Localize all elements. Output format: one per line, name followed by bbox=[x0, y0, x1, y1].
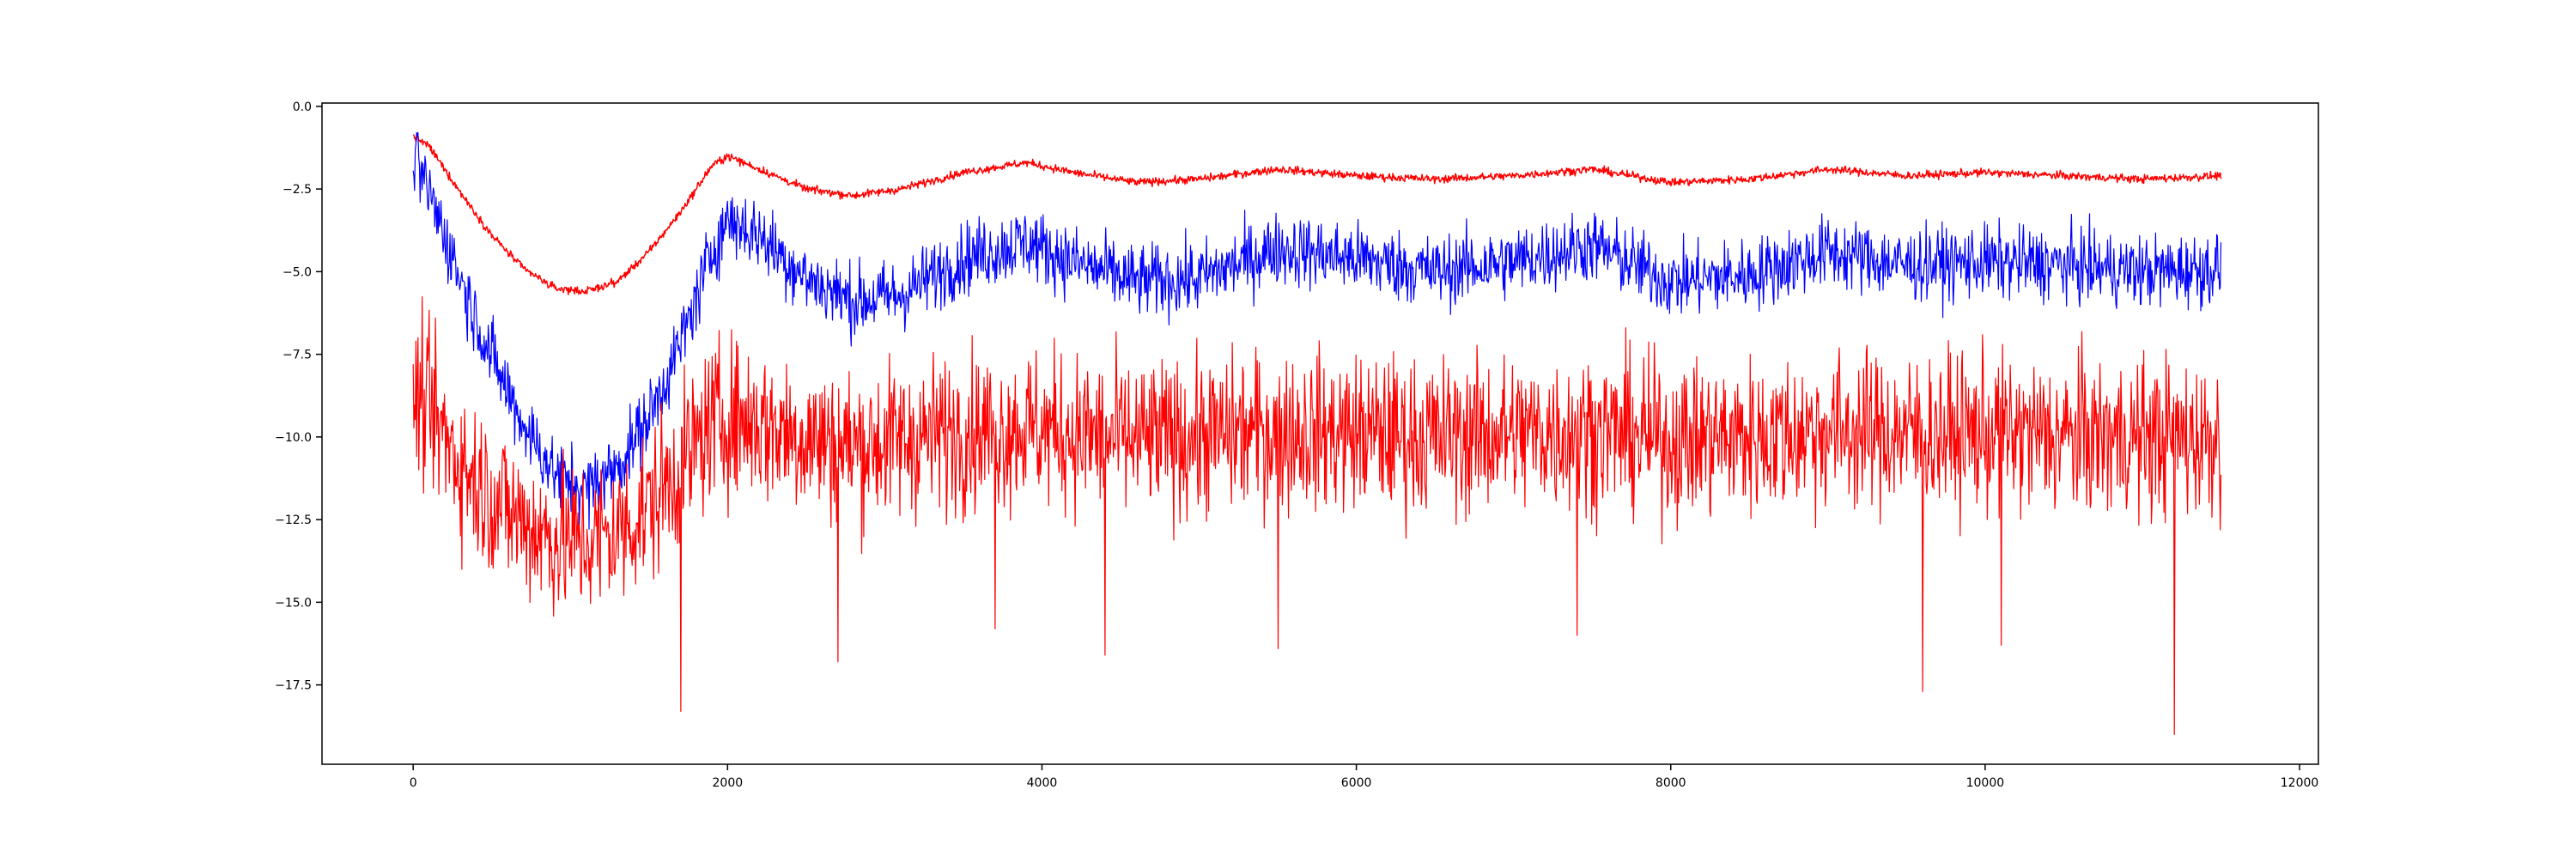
x-tick-label: 6000 bbox=[1341, 776, 1372, 790]
y-tick-label: −15.0 bbox=[275, 596, 312, 610]
y-tick-label: −10.0 bbox=[275, 431, 312, 445]
x-tick-label: 0 bbox=[410, 776, 417, 790]
x-tick-label: 10000 bbox=[1966, 776, 2005, 790]
series-layer bbox=[412, 131, 2222, 735]
y-axis: 0.0 −2.5 −5.0 −7.5 −10.0 −12.5 −15.0 −17.5 bbox=[275, 100, 322, 693]
y-tick-label: −12.5 bbox=[275, 514, 312, 527]
y-tick-label: −5.0 bbox=[283, 265, 312, 279]
plot-frame bbox=[321, 102, 2319, 765]
series-line-1 bbox=[413, 134, 2222, 295]
y-tick-label: −17.5 bbox=[275, 679, 312, 693]
y-tick-label: 0.0 bbox=[293, 100, 312, 114]
x-tick-label: 4000 bbox=[1027, 776, 1058, 790]
series-line-3 bbox=[412, 296, 2222, 735]
y-tick-label: −2.5 bbox=[283, 183, 312, 197]
x-tick-label: 2000 bbox=[713, 776, 744, 790]
x-axis: 0 2000 4000 6000 8000 10000 12000 bbox=[410, 764, 2319, 790]
y-tick-label: −7.5 bbox=[283, 349, 312, 362]
x-tick-label: 8000 bbox=[1656, 776, 1686, 790]
x-tick-label: 12000 bbox=[2281, 776, 2319, 790]
series-line-2 bbox=[412, 131, 2222, 530]
